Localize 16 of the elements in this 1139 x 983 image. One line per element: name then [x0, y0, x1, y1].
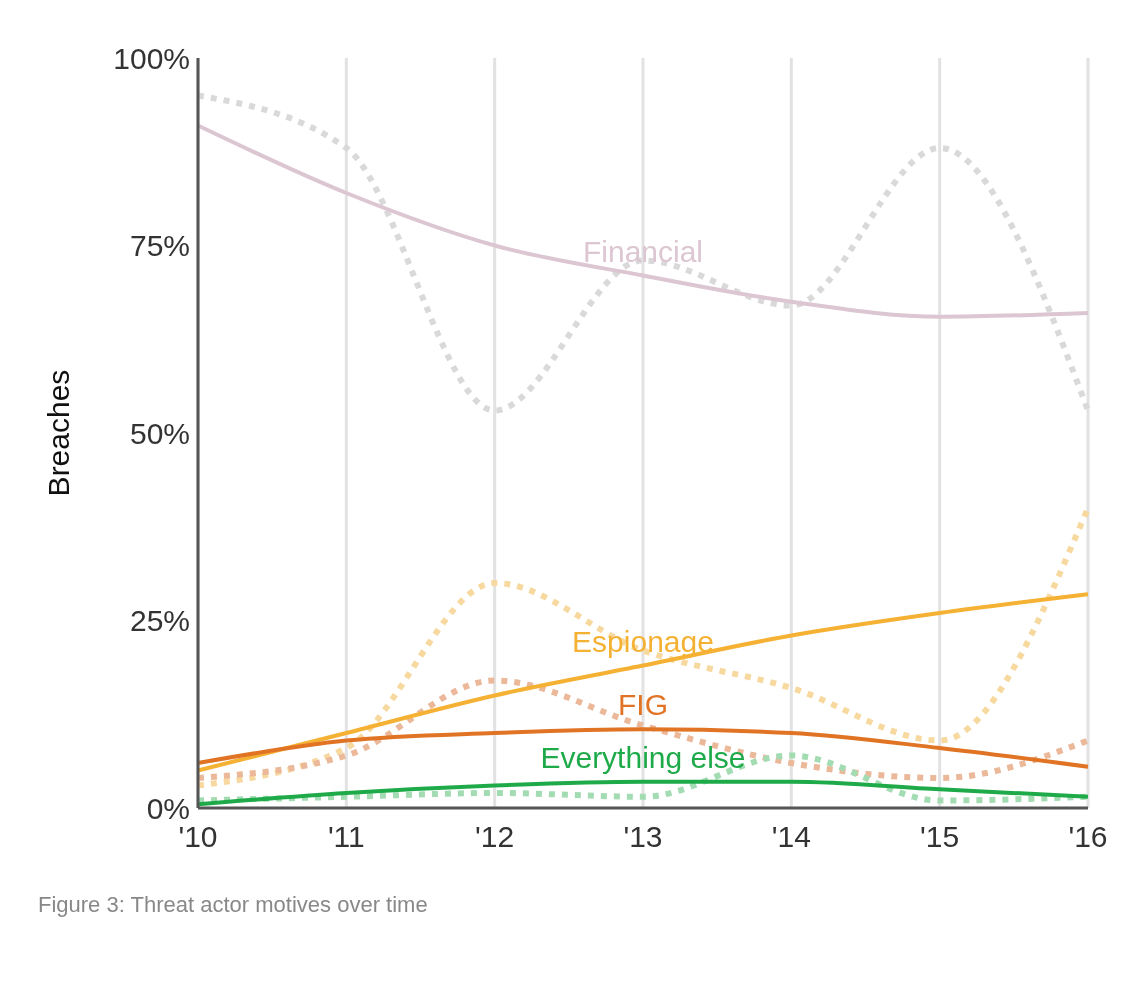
x-tick-label: '12: [475, 820, 515, 854]
y-tick-label: 25%: [129, 604, 190, 638]
y-axis-title: Breaches: [41, 369, 75, 497]
y-tick-label: 100%: [113, 41, 190, 75]
y-tick-label: 75%: [129, 229, 190, 263]
x-tick-label: '14: [771, 820, 811, 854]
x-tick-label: '16: [1068, 820, 1108, 854]
series-label: Everything else: [540, 740, 746, 774]
x-tick-label: '11: [327, 820, 365, 854]
caption: Figure 3: Threat actor motives over time: [38, 892, 429, 918]
y-tick-label: 50%: [129, 416, 190, 450]
x-tick-label: '13: [623, 820, 663, 854]
x-tick-label: '15: [920, 820, 960, 854]
series-label: Espionage: [572, 624, 714, 658]
series-label: FIG: [618, 688, 668, 722]
series-label: Financial: [582, 234, 704, 268]
